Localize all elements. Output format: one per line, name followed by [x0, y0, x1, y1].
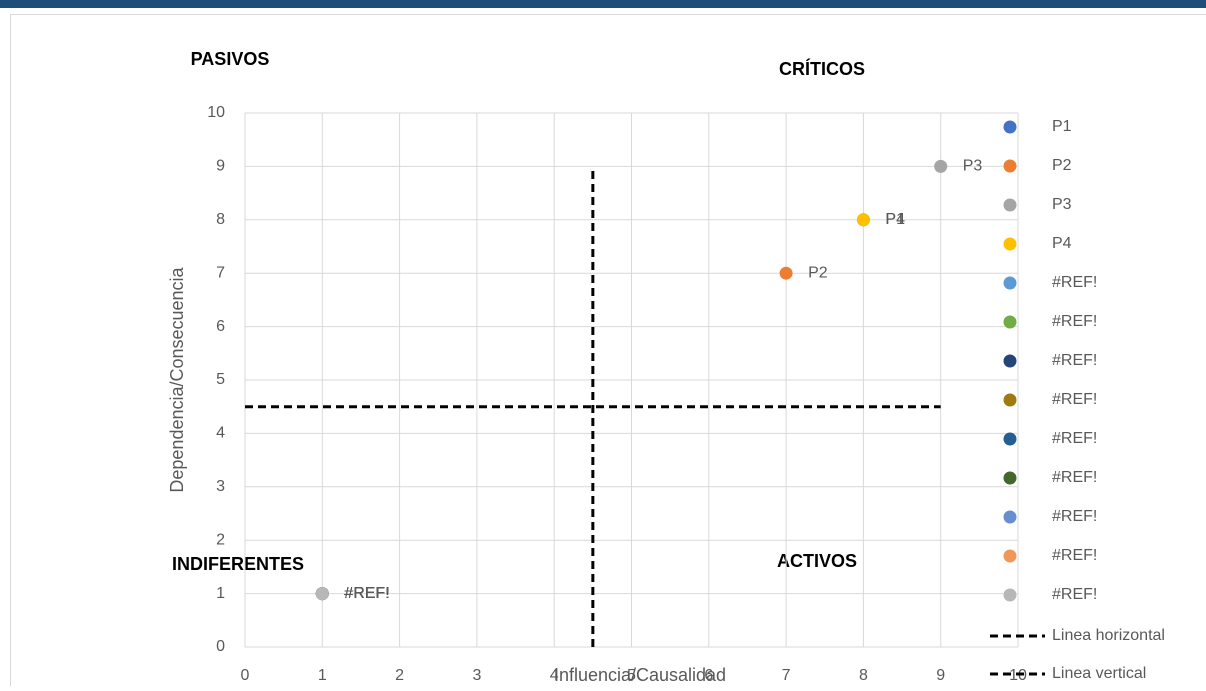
- chart-frame: [11, 15, 1206, 687]
- x-tick-label: 10: [1009, 667, 1027, 684]
- y-axis-label: Dependencia/Consecuencia: [167, 266, 187, 492]
- annotation: ACTIVOS: [777, 551, 857, 571]
- x-tick-label: 7: [782, 667, 791, 684]
- legend-marker: [1004, 394, 1017, 407]
- legend-label: #REF!: [1052, 430, 1097, 447]
- legend-label: P3: [1052, 196, 1072, 213]
- point: [780, 267, 793, 280]
- x-tick-label: 2: [395, 667, 404, 684]
- legend-label: #REF!: [1052, 469, 1097, 486]
- legend-label: #REF!: [1052, 547, 1097, 564]
- legend-marker: [1004, 511, 1017, 524]
- y-tick-label: 10: [207, 104, 225, 121]
- legend-label: #REF!: [1052, 274, 1097, 291]
- point: [934, 160, 947, 173]
- legend-marker: [1004, 355, 1017, 368]
- annotation: PASIVOS: [191, 49, 270, 69]
- legend-marker: [1004, 199, 1017, 212]
- x-axis-label: Influencia/Causalidad: [554, 665, 726, 685]
- data-label: P2: [808, 264, 828, 281]
- legend-marker: [1004, 589, 1017, 602]
- x-tick-label: 9: [936, 667, 945, 684]
- y-tick-label: 3: [216, 478, 225, 495]
- y-tick-label: 4: [216, 425, 225, 442]
- legend-label: #REF!: [1052, 313, 1097, 330]
- legend-marker: [1004, 238, 1017, 251]
- legend-label: Linea horizontal: [1052, 627, 1165, 644]
- point: [316, 587, 329, 600]
- annotation: INDIFERENTES: [172, 554, 304, 574]
- legend-marker: [1004, 160, 1017, 173]
- data-label: P3: [963, 158, 983, 175]
- legend-label: #REF!: [1052, 391, 1097, 408]
- y-tick-label: 6: [216, 318, 225, 335]
- data-label: #REF!: [344, 585, 389, 602]
- legend-label: #REF!: [1052, 352, 1097, 369]
- y-tick-label: 7: [216, 264, 225, 281]
- x-tick-label: 3: [472, 667, 481, 684]
- legend-label: #REF!: [1052, 508, 1097, 525]
- legend-label: #REF!: [1052, 586, 1097, 603]
- legend-label: P4: [1052, 235, 1072, 252]
- data-label: P4: [885, 211, 905, 228]
- legend-marker: [1004, 277, 1017, 290]
- y-tick-label: 9: [216, 158, 225, 175]
- top-bar: [0, 0, 1206, 8]
- y-tick-label: 5: [216, 371, 225, 388]
- legend-label: P1: [1052, 118, 1072, 135]
- legend-label: Linea vertical: [1052, 665, 1146, 682]
- y-tick-label: 8: [216, 211, 225, 228]
- legend-marker: [1004, 472, 1017, 485]
- x-tick-label: 0: [241, 667, 250, 684]
- legend-label: P2: [1052, 157, 1072, 174]
- y-tick-label: 2: [216, 531, 225, 548]
- legend-marker: [1004, 550, 1017, 563]
- x-tick-label: 8: [859, 667, 868, 684]
- legend-marker: [1004, 433, 1017, 446]
- point: [857, 213, 870, 226]
- x-tick-label: 1: [318, 667, 327, 684]
- y-tick-label: 1: [216, 585, 225, 602]
- legend-marker: [1004, 316, 1017, 329]
- legend-marker: [1004, 121, 1017, 134]
- y-tick-label: 0: [216, 638, 225, 655]
- annotation: CRÍTICOS: [779, 58, 865, 79]
